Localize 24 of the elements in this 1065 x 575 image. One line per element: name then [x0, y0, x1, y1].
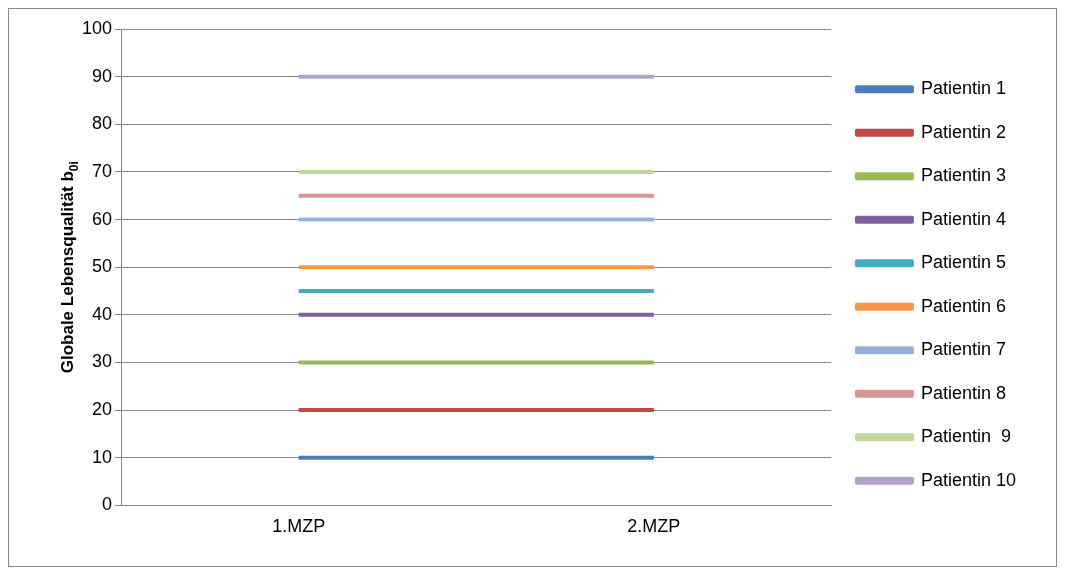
y-tick-label: 10	[92, 446, 113, 467]
y-tick-label: 60	[92, 208, 113, 229]
y-tick-label: 20	[92, 399, 113, 420]
y-tick-label: 0	[102, 494, 113, 515]
legend-label: Patientin 1	[920, 78, 1006, 99]
y-tick-label: 30	[92, 351, 113, 372]
y-tick-label: 90	[92, 65, 113, 86]
legend-label: Patientin 6	[920, 295, 1006, 316]
x-tick-label: 2.MZP	[627, 516, 681, 537]
y-tick-label: 70	[92, 160, 113, 181]
legend-label: Patientin 2	[920, 121, 1006, 142]
legend-label: Patientin 9	[920, 426, 1011, 447]
legend-label: Patientin 7	[920, 339, 1006, 360]
y-axis-title: Globale Lebensqualität b0i	[58, 161, 81, 374]
legend-label: Patientin 4	[920, 208, 1006, 229]
legend-label: Patientin 3	[920, 165, 1006, 186]
legend-label: Patientin 8	[920, 382, 1006, 403]
x-tick-label: 1.MZP	[272, 516, 326, 537]
y-tick-label: 80	[92, 113, 113, 134]
y-tick-label: 50	[92, 256, 113, 277]
y-tick-label: 40	[92, 303, 113, 324]
legend-label: Patientin 5	[920, 252, 1006, 273]
legend-label: Patientin 10	[920, 469, 1017, 490]
y-tick-label: 100	[81, 17, 113, 38]
